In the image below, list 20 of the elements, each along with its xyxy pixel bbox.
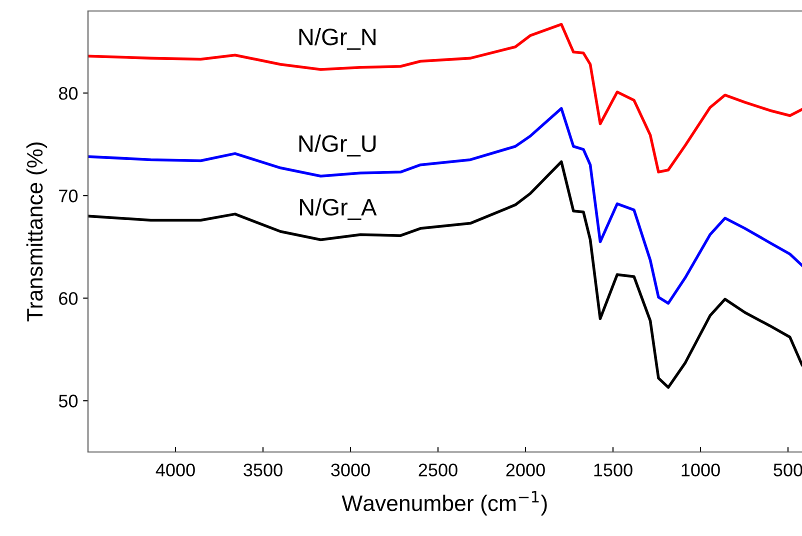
x-tick-label: 1500 — [594, 464, 632, 476]
series-label: N/Gr_U — [299, 134, 376, 156]
y-tick-label: 70 — [59, 190, 78, 202]
x-tick-label: 2000 — [506, 464, 545, 476]
x-tick-label: 4000 — [156, 464, 195, 476]
x-tick-label: 3000 — [331, 464, 370, 476]
line-series — [88, 160, 802, 389]
x-tick-label: 1000 — [682, 464, 720, 476]
y-tick-label: 60 — [59, 292, 78, 305]
y-tick-label: 80 — [58, 86, 78, 100]
x-tick-label: 3500 — [244, 464, 282, 476]
y-axis-title: Transmittance (%) — [26, 142, 48, 322]
x-tick-label: 500 — [774, 464, 802, 476]
line-series — [88, 22, 802, 174]
x-tick-label: 2500 — [418, 464, 458, 476]
line-series — [88, 107, 802, 305]
x-axis-title: Wavenumber (cm$^{−1}$) — [342, 491, 547, 516]
series-label: N/Gr_N — [299, 28, 376, 50]
y-tick-label: 50 — [58, 394, 78, 408]
series-label: N/Gr_A — [300, 198, 377, 220]
